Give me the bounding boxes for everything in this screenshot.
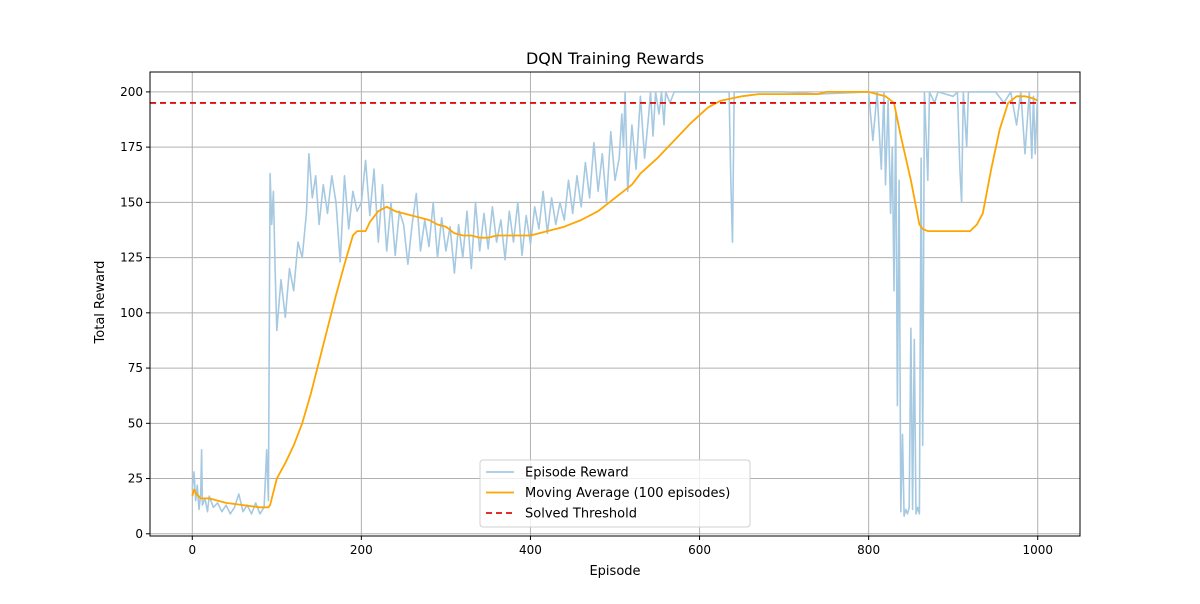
- plot-area: 0 200 400 600 800 1000 0 25 50 75 100 125 150 175 200: [120, 71, 1081, 557]
- y-tick-label: 25: [128, 472, 143, 486]
- y-tick-label: 50: [128, 416, 143, 430]
- moving-average-line: [191, 91, 1039, 509]
- legend-label: Moving Average (100 episodes): [525, 486, 730, 501]
- x-tick-label: 1000: [1022, 543, 1053, 557]
- x-axis-label: Episode: [589, 564, 640, 579]
- x-tick-label: 0: [188, 543, 196, 557]
- episode-reward-line: [191, 91, 1039, 517]
- x-tick-label: 200: [350, 543, 373, 557]
- x-tick-label: 600: [688, 543, 711, 557]
- x-tick-label: 800: [857, 543, 880, 557]
- y-tick-label: 0: [135, 527, 143, 541]
- chart-legend: Episode Reward Moving Average (100 episod…: [479, 459, 751, 528]
- legend-label: Solved Threshold: [525, 507, 637, 522]
- y-tick-label: 100: [120, 306, 143, 320]
- legend-box: [479, 459, 751, 528]
- y-axis-label: Total Reward: [93, 261, 108, 345]
- chart-title: DQN Training Rewards: [526, 49, 704, 68]
- x-tick-label: 400: [519, 543, 542, 557]
- y-tick-label: 150: [120, 195, 143, 209]
- legend-label: Episode Reward: [525, 466, 629, 481]
- y-tick-label: 75: [128, 361, 143, 375]
- y-tick-label: 175: [120, 140, 143, 154]
- plot-frame: [149, 71, 1081, 537]
- y-tick-label: 125: [120, 251, 143, 265]
- y-tick-label: 200: [120, 85, 143, 99]
